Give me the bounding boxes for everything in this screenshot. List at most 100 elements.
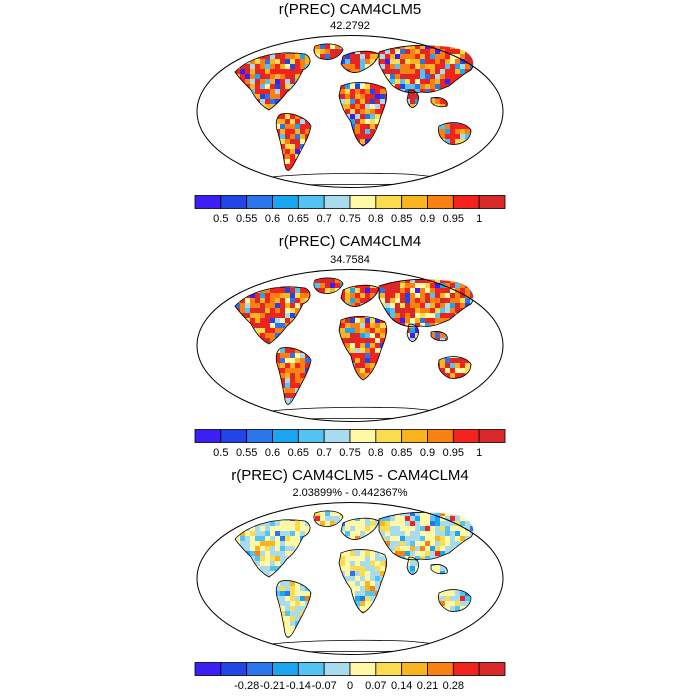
colorbar-tick-label: 0.07 [365, 680, 386, 692]
colorbar-box [297, 195, 325, 209]
colorbar-tick-label: 0.7 [317, 447, 332, 459]
colorbar-tick-label: 0.7 [317, 213, 332, 225]
colorbar-box [478, 195, 506, 209]
coastline-india [406, 323, 419, 342]
colorbar-tick-label: 0 [347, 680, 353, 692]
colorbar-box [401, 662, 428, 676]
colorbar-tick-label: 0.6 [265, 447, 280, 459]
colorbar-box [297, 662, 325, 676]
colorbar-box [375, 662, 403, 676]
map-border [196, 502, 504, 655]
colorbar-box [220, 429, 248, 443]
colorbar-box [246, 662, 273, 676]
colorbar-box [478, 429, 506, 443]
coastline-greenland [313, 43, 344, 60]
colorbar-box [349, 662, 377, 676]
colorbar-tick-label: -0.07 [312, 680, 337, 692]
colorbar-tick-label: -0.21 [260, 680, 285, 692]
colorbar-box [297, 429, 325, 443]
colorbar-tick-label: 0.85 [391, 213, 412, 225]
coastline-africa [338, 316, 388, 381]
panel1-title: r(PREC) CAM4CLM5 [278, 1, 422, 18]
colorbar-box [427, 429, 454, 443]
colorbar-tick-label: -0.28 [234, 680, 259, 692]
colorbar-tick-label: 0.9 [420, 447, 435, 459]
colorbar-tick-label: 0.28 [443, 680, 464, 692]
colorbar-tick-label: 0.65 [288, 447, 309, 459]
colorbar-tick-label: 0.8 [368, 447, 383, 459]
colorbar-box [323, 429, 351, 443]
map-data-field [235, 510, 474, 638]
colorbar-box [220, 662, 248, 676]
coastline-se-asia [430, 97, 448, 108]
coastline-greenland [313, 510, 344, 527]
coastline-south-america [275, 113, 312, 171]
colorbar-tick-label: 0.8 [368, 213, 383, 225]
coastline-se-asia [430, 331, 448, 342]
map-data-field [235, 277, 474, 405]
panel2-subtitle: 34.7584 [330, 254, 370, 266]
colorbar-box [194, 195, 222, 209]
colorbar-box [323, 195, 351, 209]
colorbar-box [272, 429, 299, 443]
colorbar-tick-label: 0.55 [236, 447, 257, 459]
coastline-antarctica [246, 172, 454, 186]
colorbar-tick-label: 0.5 [213, 213, 228, 225]
colorbar-tick-label: 1 [476, 447, 482, 459]
panel1-map [196, 35, 504, 188]
coastline-australia [438, 122, 472, 145]
coastline-se-asia [430, 564, 448, 575]
coastline-north-america [234, 286, 311, 345]
coastline-india [406, 556, 419, 575]
coastline-australia [438, 589, 472, 612]
colorbar-tick-label: -0.14 [286, 680, 311, 692]
coastline-europe [340, 284, 380, 307]
colorbar-tick-label: 0.6 [265, 213, 280, 225]
colorbar-tick-label: 0.95 [443, 447, 464, 459]
panel2-colorbar: 0.5 0.55 0.6 0.65 0.7 0.75 0.8 0.85 0.9 0.95 1 [194, 429, 506, 459]
panel3-colorbar: -0.28 -0.21 -0.14 -0.07 0 0.07 0.14 0.21 0.28 [194, 662, 506, 692]
panel2-map [196, 269, 504, 422]
panel3-subtitle: 2.03899% - 0.442367% [292, 487, 408, 499]
coastline-south-america [275, 580, 312, 638]
colorbar-box [220, 195, 248, 209]
colorbar-box [246, 429, 273, 443]
colorbar-box [452, 429, 480, 443]
colorbar-box [401, 429, 428, 443]
colorbar-box [478, 662, 506, 676]
coastline-south-america [275, 347, 312, 405]
colorbar-box [323, 662, 351, 676]
colorbar-tick-label: 0.75 [339, 447, 360, 459]
colorbar-box [375, 429, 403, 443]
coastline-africa [338, 82, 388, 147]
colorbar-box [427, 662, 454, 676]
colorbar-tick-label: 0.55 [236, 213, 257, 225]
colorbar-box [375, 195, 403, 209]
colorbar-tick-label: 0.75 [339, 213, 360, 225]
colorbar-box [272, 195, 299, 209]
map-border [196, 269, 504, 422]
coastline-europe [340, 50, 380, 73]
colorbar-box [349, 429, 377, 443]
colorbar-box [246, 195, 273, 209]
coastline-africa [338, 549, 388, 614]
coastlines [234, 510, 474, 653]
colorbar-tick-label: 0.14 [391, 680, 412, 692]
colorbar-tick-label: 0.9 [420, 213, 435, 225]
coastline-antarctica [246, 406, 454, 420]
panel3-map [196, 502, 504, 655]
colorbar-box [194, 429, 222, 443]
panel1-subtitle: 42.2792 [330, 20, 370, 32]
colorbar-box [401, 195, 428, 209]
map-data-field [235, 43, 474, 171]
colorbar-tick-label: 1 [476, 213, 482, 225]
coastline-australia [438, 356, 472, 379]
panel3-title: r(PREC) CAM4CLM5 - CAM4CLM4 [231, 467, 469, 484]
coastline-north-america [234, 519, 311, 578]
coastline-india [406, 89, 419, 108]
colorbar-tick-label: 0.5 [213, 447, 228, 459]
coastline-antarctica [246, 639, 454, 653]
colorbar-tick-label: 0.85 [391, 447, 412, 459]
coastline-north-america [234, 52, 311, 111]
coastline-greenland [313, 277, 344, 294]
